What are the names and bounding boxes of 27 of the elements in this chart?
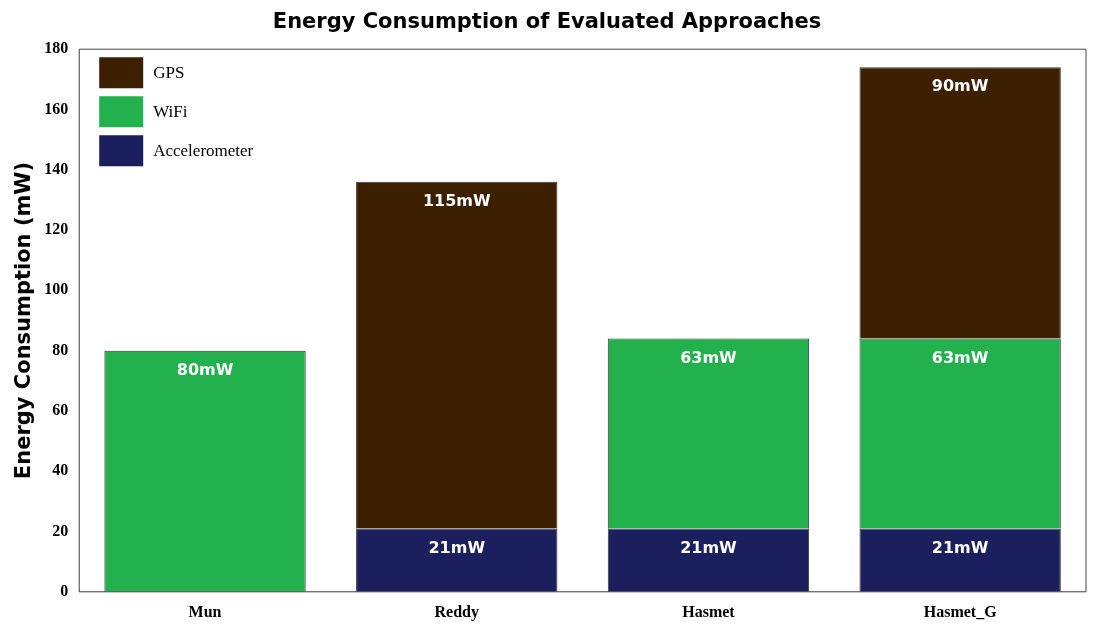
data-label: 21mW — [931, 537, 989, 557]
y-tick-label: 120 — [44, 220, 69, 238]
x-tick-label: Hasmet — [682, 602, 736, 620]
y-tick-label: 40 — [52, 461, 69, 479]
legend-label: WiFi — [153, 101, 188, 121]
y-tick-label: 100 — [44, 280, 69, 298]
x-tick-label: Reddy — [434, 602, 479, 621]
y-tick-label: 140 — [44, 159, 69, 177]
data-label: 21mW — [680, 537, 738, 557]
y-tick-label: 80 — [52, 340, 69, 358]
y-axis-title: Energy Consumption (mW) — [11, 161, 36, 480]
data-label: 21mW — [428, 537, 486, 557]
y-tick-label: 60 — [52, 401, 69, 419]
data-label: 115mW — [422, 190, 491, 210]
y-tick-label: 180 — [44, 39, 69, 57]
data-label: 63mW — [931, 347, 989, 367]
data-label: 80mW — [176, 359, 234, 379]
y-tick-label: 160 — [44, 99, 69, 117]
y-tick-label: 0 — [60, 581, 69, 599]
y-tick-label: 20 — [52, 521, 69, 539]
data-label: 63mW — [680, 347, 738, 367]
legend-label: GPS — [153, 62, 185, 82]
legend-label: Accelerometer — [153, 140, 254, 160]
chart-title: Energy Consumption of Evaluated Approaches — [272, 9, 822, 34]
x-tick-label: Hasmet_G — [923, 602, 998, 620]
x-tick-label: Mun — [188, 602, 222, 620]
data-label: 90mW — [931, 76, 989, 96]
